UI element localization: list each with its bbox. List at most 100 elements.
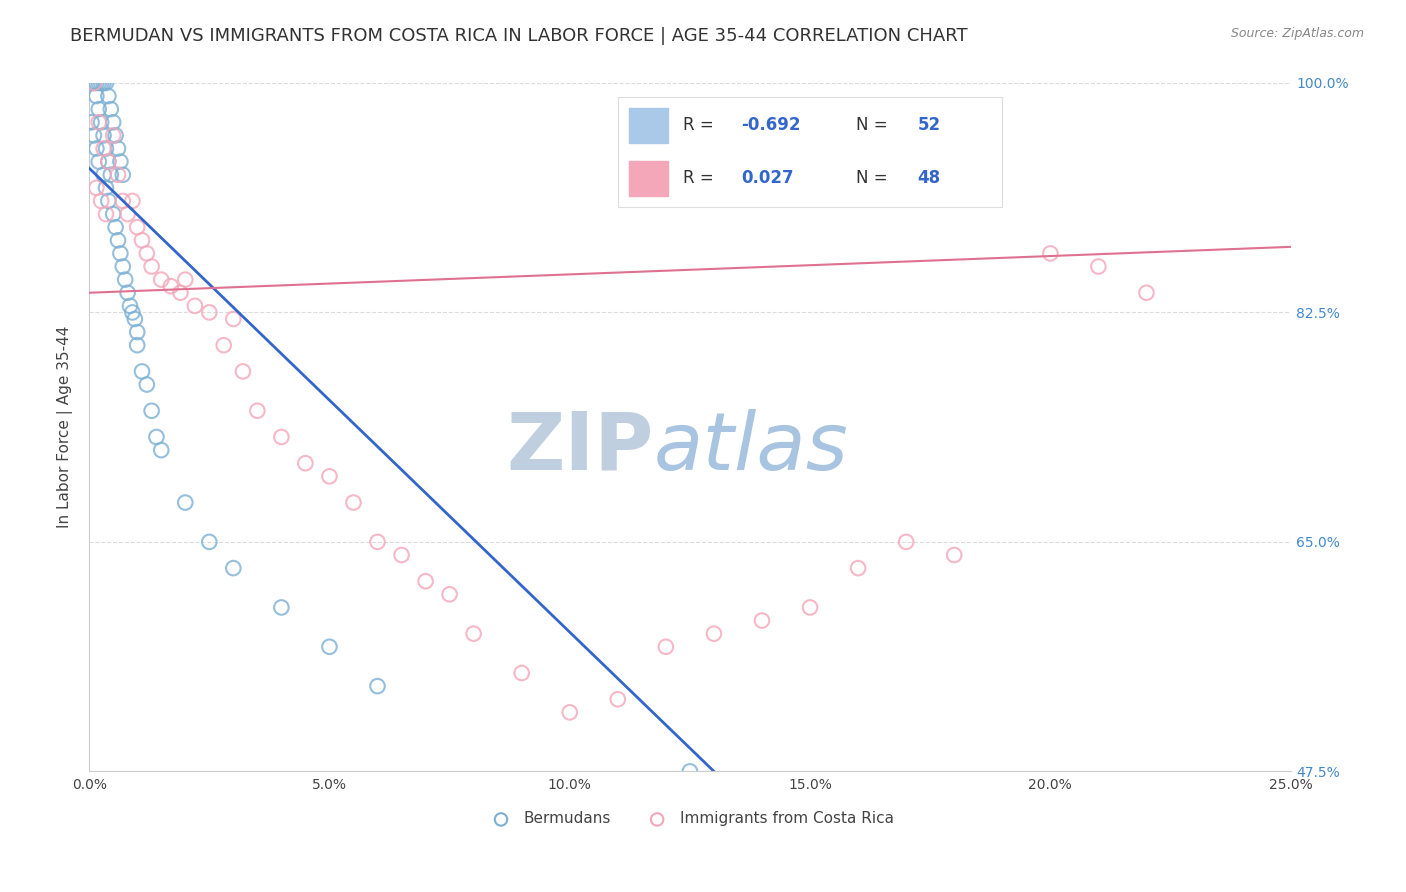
Point	[135, 377, 157, 392]
Point	[97, 154, 120, 169]
Point	[80, 115, 103, 129]
Point	[894, 534, 917, 549]
Point	[246, 403, 269, 417]
Point	[198, 534, 221, 549]
Point	[510, 665, 533, 680]
Point	[97, 154, 120, 169]
Point	[90, 76, 112, 90]
Point	[342, 495, 364, 509]
Point	[846, 561, 869, 575]
Point	[212, 338, 235, 352]
Point	[111, 168, 134, 182]
Point	[94, 181, 117, 195]
Point	[160, 279, 183, 293]
Point	[127, 325, 149, 339]
Point	[121, 194, 143, 208]
Point	[141, 403, 163, 417]
Point	[111, 260, 134, 274]
Point	[174, 272, 197, 286]
Point	[318, 640, 340, 654]
Point	[86, 181, 108, 195]
Point	[366, 679, 388, 693]
Point	[169, 285, 191, 300]
Point	[799, 600, 821, 615]
Point	[94, 141, 117, 155]
Point	[751, 614, 773, 628]
Point	[110, 246, 132, 260]
Point	[90, 194, 112, 208]
Point	[90, 115, 112, 129]
Point	[104, 128, 127, 143]
Point	[93, 141, 115, 155]
Point	[110, 154, 132, 169]
Point	[117, 285, 139, 300]
Point	[107, 233, 129, 247]
Point	[294, 456, 316, 470]
Point	[270, 430, 292, 444]
Point	[391, 548, 413, 562]
Point	[111, 194, 134, 208]
Point	[93, 168, 115, 182]
Point	[107, 141, 129, 155]
Point	[80, 76, 103, 90]
Point	[184, 299, 207, 313]
Text: BERMUDAN VS IMMIGRANTS FROM COSTA RICA IN LABOR FORCE | AGE 35-44 CORRELATION CH: BERMUDAN VS IMMIGRANTS FROM COSTA RICA I…	[70, 27, 967, 45]
Point	[174, 495, 197, 509]
Point	[232, 364, 254, 378]
Point	[150, 443, 173, 458]
Point	[101, 115, 124, 129]
Point	[104, 220, 127, 235]
Point	[127, 220, 149, 235]
Point	[87, 115, 110, 129]
Point	[86, 89, 108, 103]
Point	[131, 233, 153, 247]
Point	[1135, 285, 1157, 300]
Point	[463, 626, 485, 640]
Point	[131, 364, 153, 378]
Point	[94, 76, 117, 90]
Point	[86, 76, 108, 90]
Point	[94, 207, 117, 221]
Point	[100, 168, 122, 182]
Point	[121, 305, 143, 319]
Point	[101, 207, 124, 221]
Point	[1087, 260, 1109, 274]
Point	[83, 76, 105, 90]
Text: ZIP: ZIP	[506, 409, 654, 487]
Point	[943, 548, 966, 562]
Point	[114, 272, 136, 286]
Point	[100, 102, 122, 116]
Point	[703, 626, 725, 640]
Point	[117, 207, 139, 221]
Point	[198, 305, 221, 319]
Point	[124, 312, 146, 326]
Point	[97, 89, 120, 103]
Point	[222, 561, 245, 575]
Point	[679, 764, 702, 779]
Point	[118, 299, 141, 313]
Point	[83, 76, 105, 90]
Point	[145, 430, 167, 444]
Point	[366, 534, 388, 549]
Point	[127, 338, 149, 352]
Text: atlas: atlas	[654, 409, 849, 487]
Point	[439, 587, 461, 601]
Point	[141, 260, 163, 274]
Legend: Bermudans, Immigrants from Costa Rica: Bermudans, Immigrants from Costa Rica	[479, 805, 900, 832]
Point	[87, 154, 110, 169]
Point	[655, 640, 678, 654]
Point	[87, 76, 110, 90]
Point	[135, 246, 157, 260]
Point	[1039, 246, 1062, 260]
Point	[87, 102, 110, 116]
Point	[107, 168, 129, 182]
Point	[606, 692, 628, 706]
Point	[222, 312, 245, 326]
Point	[558, 706, 581, 720]
Point	[270, 600, 292, 615]
Text: Source: ZipAtlas.com: Source: ZipAtlas.com	[1230, 27, 1364, 40]
Point	[318, 469, 340, 483]
Point	[93, 76, 115, 90]
Point	[101, 128, 124, 143]
Point	[415, 574, 437, 589]
